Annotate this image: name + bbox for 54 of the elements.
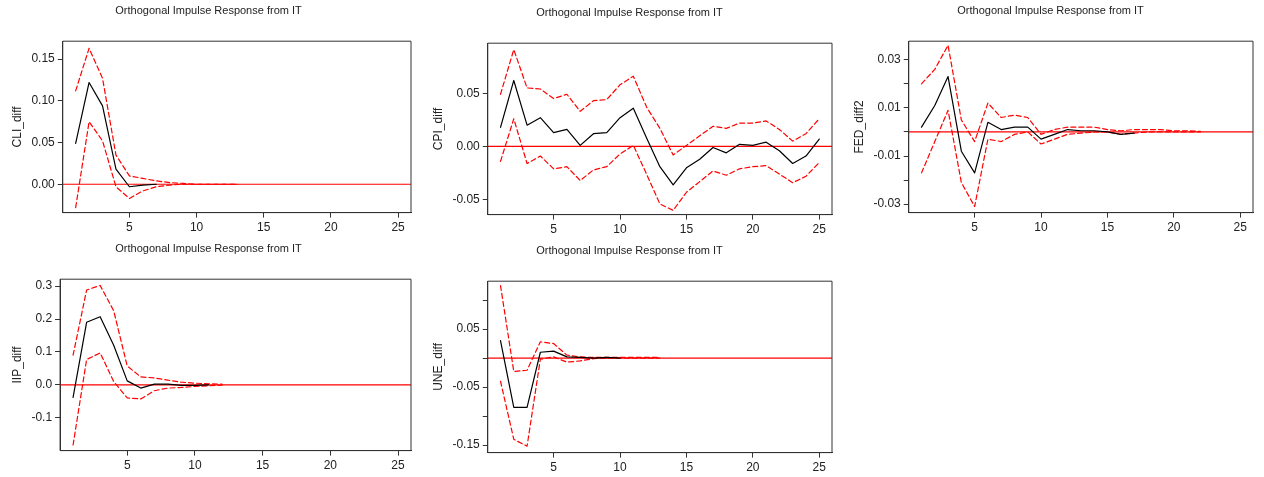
y-tick-label: -0.05 (452, 192, 481, 207)
x-tick-label: 25 (1233, 220, 1248, 235)
y-tick-label: 0.0 (35, 377, 53, 392)
x-tick-label: 5 (971, 220, 979, 235)
y-tick-label: -0.03 (873, 196, 902, 211)
y-tick-label: 0.15 (31, 51, 56, 66)
y-tick-label: -0.15 (452, 437, 481, 452)
y-tick-label: 0.2 (35, 311, 53, 326)
y-axis-title: IIP_diff (9, 345, 24, 384)
x-tick-label: 5 (123, 458, 131, 473)
y-tick-label: 0.00 (456, 138, 481, 153)
y-tick-label: 0.3 (35, 278, 53, 293)
y-tick-label: 0.03 (877, 52, 902, 67)
y-axis-title: CLI_diff (9, 105, 24, 148)
chart-title: Orthogonal Impulse Response from IT (536, 5, 724, 18)
x-tick-label: 20 (746, 222, 760, 237)
y-tick-label: -0.1 (31, 410, 53, 425)
x-tick-label: 25 (391, 458, 405, 473)
x-tick-label: 10 (613, 222, 628, 237)
x-tick-label: 25 (812, 460, 827, 475)
x-tick-label: 15 (257, 220, 271, 235)
chart-title: Orthogonal Impulse Response from IT (115, 241, 303, 254)
y-axis-title: CPI_diff (430, 107, 445, 151)
x-tick-label: 15 (255, 458, 270, 473)
x-tick-label: 10 (1034, 220, 1049, 235)
y-tick-label: 0.01 (877, 100, 902, 115)
y-tick-label: 0.1 (35, 344, 53, 359)
x-tick-label: 20 (324, 220, 338, 235)
y-tick-label: 0.05 (456, 321, 481, 336)
y-axis-title: UNE_diff (430, 342, 445, 391)
y-tick-label: 0.00 (31, 176, 56, 191)
y-tick-label: 0.10 (31, 93, 56, 108)
y-tick-label: 0.05 (31, 134, 56, 149)
x-tick-label: 20 (1167, 220, 1181, 235)
x-tick-label: 10 (189, 220, 204, 235)
y-tick-label: 0.05 (456, 85, 481, 100)
chart-title: Orthogonal Impulse Response from IT (957, 3, 1145, 16)
x-tick-label: 25 (812, 222, 827, 237)
y-tick-label: -0.05 (452, 379, 481, 394)
x-tick-label: 15 (1100, 220, 1115, 235)
x-tick-label: 5 (550, 460, 558, 475)
x-tick-label: 5 (126, 220, 134, 235)
x-tick-label: 20 (323, 458, 338, 473)
chart-title: Orthogonal Impulse Response from IT (536, 243, 724, 256)
y-tick-label: -0.01 (873, 148, 902, 163)
y-axis-title: FED_diff2 (851, 100, 866, 154)
x-tick-label: 10 (613, 460, 628, 475)
x-tick-label: 10 (188, 458, 202, 473)
x-tick-label: 20 (746, 460, 760, 475)
x-tick-label: 15 (679, 460, 694, 475)
chart-title: Orthogonal Impulse Response from IT (115, 3, 303, 16)
x-tick-label: 25 (391, 220, 406, 235)
x-tick-label: 5 (550, 222, 558, 237)
x-tick-label: 15 (679, 222, 694, 237)
